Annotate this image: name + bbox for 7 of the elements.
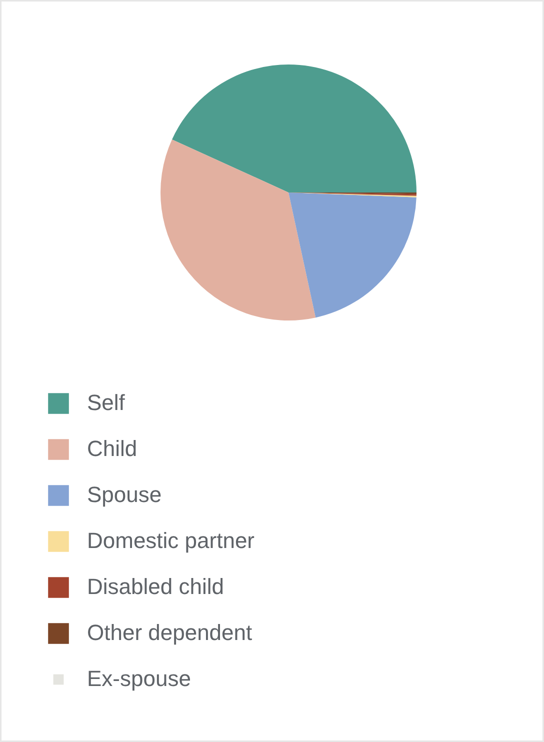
legend-label: Self [87,390,125,416]
legend-label: Ex-spouse [87,666,191,692]
legend-label: Other dependent [87,620,252,646]
legend-label: Spouse [87,482,162,508]
legend-label: Domestic partner [87,528,255,554]
legend-label: Disabled child [87,574,224,600]
legend-label: Child [87,436,138,462]
